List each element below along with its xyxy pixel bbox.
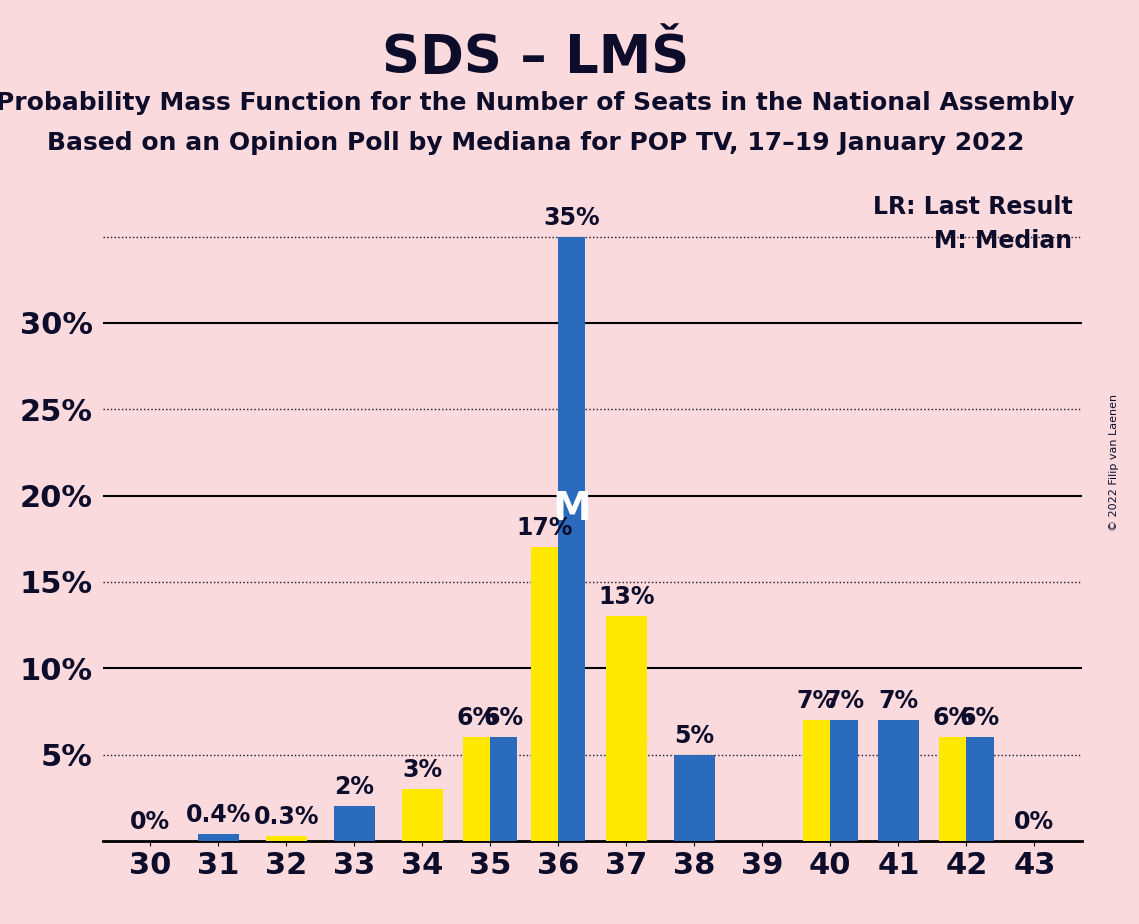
Text: M: M [552, 490, 591, 528]
Text: Probability Mass Function for the Number of Seats in the National Assembly: Probability Mass Function for the Number… [0, 91, 1074, 115]
Text: 7%: 7% [823, 689, 865, 713]
Text: © 2022 Filip van Laenen: © 2022 Filip van Laenen [1109, 394, 1118, 530]
Text: 0.4%: 0.4% [186, 803, 251, 827]
Text: 13%: 13% [598, 586, 655, 610]
Text: LR: LR [603, 712, 650, 745]
Text: LR: Last Result: LR: Last Result [872, 195, 1072, 219]
Bar [531, 547, 558, 841]
Bar [830, 720, 858, 841]
Text: 17%: 17% [516, 517, 573, 541]
Text: 0%: 0% [1015, 810, 1055, 834]
Text: SDS – LMŠ: SDS – LMŠ [382, 32, 689, 84]
Bar [558, 237, 585, 841]
Text: 0%: 0% [130, 810, 170, 834]
Bar [878, 720, 919, 841]
Text: 6%: 6% [960, 706, 1000, 730]
Bar [606, 616, 647, 841]
Text: 3%: 3% [402, 758, 442, 782]
Bar [940, 737, 966, 841]
Bar [490, 737, 517, 841]
Text: 7%: 7% [796, 689, 837, 713]
Bar [334, 807, 375, 841]
Text: 2%: 2% [334, 775, 375, 799]
Text: Based on an Opinion Poll by Mediana for POP TV, 17–19 January 2022: Based on an Opinion Poll by Mediana for … [47, 131, 1024, 155]
Bar [402, 789, 443, 841]
Text: 35%: 35% [543, 206, 600, 230]
Bar [803, 720, 830, 841]
Text: M: Median: M: Median [934, 229, 1072, 253]
Text: 6%: 6% [457, 706, 497, 730]
Bar [198, 834, 238, 841]
Bar [674, 755, 715, 841]
Text: 7%: 7% [878, 689, 918, 713]
Bar [966, 737, 993, 841]
Text: 6%: 6% [484, 706, 524, 730]
Bar [464, 737, 490, 841]
Text: 6%: 6% [933, 706, 973, 730]
Text: 0.3%: 0.3% [253, 805, 319, 829]
Text: 5%: 5% [674, 723, 714, 748]
Bar [265, 835, 306, 841]
